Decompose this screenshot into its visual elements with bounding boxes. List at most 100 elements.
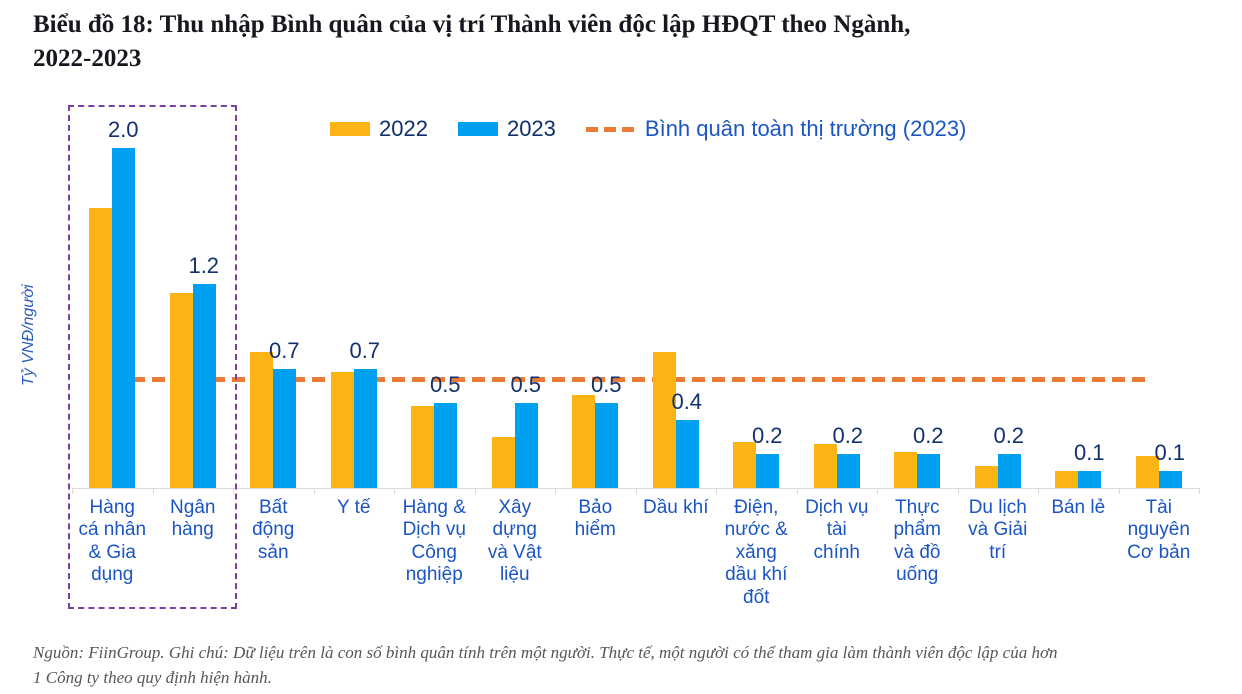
category-label: Bất động sản	[252, 497, 295, 563]
axis-tick	[635, 488, 637, 494]
bar-group: 0.1	[1038, 100, 1119, 488]
chart-title: Biểu đồ 18: Thu nhập Bình quân của vị tr…	[33, 8, 1133, 76]
axis-tick	[394, 488, 395, 494]
bar-2023	[675, 420, 699, 488]
bar-pair: 0.5	[491, 100, 542, 488]
axis-tick	[233, 488, 234, 494]
value-label: 0.7	[268, 338, 300, 363]
bar-2023	[112, 148, 136, 488]
bar-2023	[514, 403, 538, 488]
category-label: Tài nguyên Cơ bản	[1127, 497, 1191, 563]
axis-tick	[555, 488, 556, 494]
category-label: Bảo hiểm	[574, 497, 616, 541]
bar-pair: 0.1	[1055, 100, 1105, 488]
value-label: 0.2	[832, 423, 864, 448]
bar-group: 0.2	[958, 100, 1039, 488]
bar-group: 0.5	[555, 100, 636, 488]
bar-group: 0.1	[1119, 100, 1200, 488]
source-note-line2: 1 Công ty theo quy định hiện hành.	[33, 667, 272, 687]
category-label: Xây dựng và Vật liệu	[487, 497, 542, 586]
bar-group: 0.7	[314, 100, 395, 488]
bar-pair: 0.5	[572, 100, 622, 488]
bar-2022	[733, 442, 757, 488]
bar-2022	[652, 352, 676, 488]
bar-group: 0.5	[394, 100, 475, 488]
legend-item-2022: 2022	[330, 116, 428, 142]
category-label: Ngân hàng	[170, 497, 216, 541]
category-label: Hàng & Dịch vụ Công nghiệp	[402, 497, 466, 586]
category-label: Dầu khí	[643, 497, 709, 518]
value-label: 0.5	[510, 372, 542, 397]
axis-tick	[72, 488, 73, 494]
axis-tick	[1199, 488, 1200, 494]
bar-group: 0.2	[797, 100, 878, 488]
bar-group: 0.7	[233, 100, 314, 488]
bar-2023	[595, 403, 619, 488]
value-label: 0.4	[671, 389, 703, 414]
bar-2022	[974, 465, 998, 488]
bar-pair: 0.7	[250, 100, 300, 488]
category-label: Bán lẻ	[1051, 497, 1106, 518]
bar-2023	[192, 284, 216, 488]
legend-swatch-2022	[330, 122, 370, 136]
bar-2022	[250, 352, 274, 488]
axis-tick	[313, 488, 315, 494]
axis-tick	[796, 488, 798, 494]
legend-label-2023: 2023	[506, 116, 556, 141]
bar-2023	[353, 369, 377, 488]
bar-pair: 0.2	[733, 100, 783, 488]
chart-title-line2: 2022-2023	[33, 45, 142, 72]
bar-group: 0.2	[877, 100, 958, 488]
plot-area: 2.0 1.2 0.7 0.7 0.5 0.5 0.5 0.4 0.2 0.2 0.2 0.2 0.1 0…	[72, 100, 1200, 494]
legend-item-average-line: Bình quân toàn thị trường (2023)	[585, 116, 967, 142]
value-label: 0.5	[590, 372, 622, 397]
bar-group: 0.5	[475, 100, 556, 488]
bar-2023	[1158, 471, 1182, 488]
value-label: 0.2	[993, 423, 1025, 448]
category-label: Thực phẩm và đồ uống	[893, 497, 942, 586]
bar-2023	[917, 454, 941, 488]
value-label: 0.5	[429, 372, 461, 397]
category-label: Điện, nước & xăng dầu khí đốt	[724, 497, 788, 608]
category-label: Dịch vụ tài chính	[805, 497, 869, 563]
bar-group: 1.2	[153, 100, 234, 488]
bar-2022	[1135, 455, 1159, 488]
value-label: 0.2	[912, 423, 944, 448]
category-label: Du lịch và Giải trí	[968, 497, 1028, 563]
legend-label-2022: 2022	[379, 116, 428, 141]
bar-2023	[434, 403, 458, 488]
bar-pair: 0.4	[652, 100, 703, 488]
axis-tick	[1038, 488, 1039, 494]
bar-pair: 0.2	[813, 100, 864, 488]
bar-pair: 1.2	[169, 100, 219, 488]
bar-2022	[330, 372, 354, 488]
bar-2022	[169, 292, 193, 488]
value-label: 0.7	[349, 338, 381, 363]
chart-title-line1: Biểu đồ 18: Thu nhập Bình quân của vị tr…	[33, 11, 911, 38]
value-label: 0.1	[1073, 440, 1105, 465]
bar-group: 0.2	[716, 100, 797, 488]
bar-2022	[572, 394, 596, 488]
axis-tick	[957, 488, 959, 494]
bar-pair: 2.0	[89, 100, 139, 488]
bar-2022	[411, 406, 435, 488]
bar-group: 0.4	[636, 100, 717, 488]
bar-pair: 0.5	[411, 100, 461, 488]
legend-label-average-line: Bình quân toàn thị trường (2023)	[644, 116, 967, 141]
value-label: 0.2	[751, 423, 783, 448]
legend-item-2023: 2023	[457, 116, 556, 142]
axis-tick	[474, 488, 476, 494]
value-label: 2.0	[107, 117, 139, 142]
bar-2023	[997, 454, 1021, 488]
highlight-box	[68, 105, 237, 609]
bar-pair: 0.1	[1135, 100, 1185, 488]
category-label: Y tế	[337, 497, 371, 518]
market-average-line	[112, 377, 1152, 383]
bar-pair: 0.2	[974, 100, 1025, 488]
axis-tick	[1118, 488, 1120, 494]
bar-2022	[894, 452, 918, 488]
bar-2023	[1078, 471, 1102, 488]
axis-tick	[152, 488, 154, 494]
bar-2022	[1055, 471, 1079, 488]
bar-2023	[836, 454, 860, 488]
